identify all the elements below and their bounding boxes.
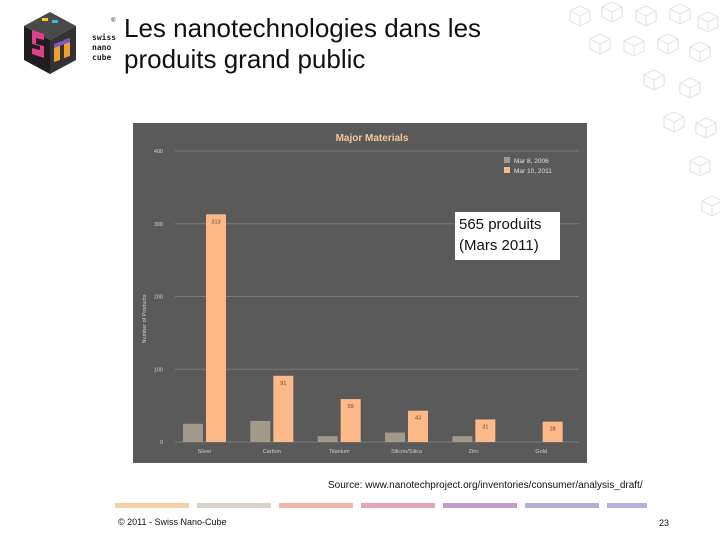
swiss-nano-cube-logo: swiss nano cube ® — [24, 12, 116, 74]
chart-annotation: 565 produits (Mars 2011) — [455, 212, 560, 260]
legend-swatch-2011 — [504, 167, 510, 173]
cube-icon — [24, 12, 76, 74]
deco-cube-icon — [669, 3, 691, 25]
source-citation: Source: www.nanotechproject.org/inventor… — [328, 480, 643, 491]
deco-cube-icon — [657, 33, 679, 55]
footer-color-segment — [279, 503, 353, 508]
x-tick-label: Carbon — [263, 449, 281, 455]
y-tick-label: 300 — [154, 222, 163, 228]
y-tick-label: 200 — [154, 295, 163, 301]
legend-swatch-2006 — [504, 157, 510, 163]
deco-cube-icon — [643, 69, 665, 91]
major-materials-bar-chart: Major Materials Number of Products 0 100 2… — [133, 123, 587, 463]
legend-label-2011: Mar 10, 2011 — [514, 168, 552, 175]
bar-value-label: 31 — [482, 424, 488, 430]
annotation-total-products: 565 produits — [459, 216, 542, 233]
x-tick-label: Titanium — [329, 449, 350, 455]
bar-2006-zinc — [452, 436, 473, 442]
title-line-1: Les nanotechnologies dans les — [124, 13, 482, 43]
y-tick-label: 0 — [160, 440, 163, 446]
bar-2011-gold — [542, 421, 563, 442]
bar-2006-titanium — [317, 436, 338, 442]
footer-color-segment — [607, 503, 647, 508]
bar-value-label: 59 — [348, 404, 354, 410]
logo-wordmark: swiss nano cube — [92, 32, 116, 62]
x-tick-label: Silicon/Silica — [391, 449, 423, 455]
bar-2011-silicon-silica — [408, 410, 428, 442]
logo-word-cube: cube — [92, 53, 111, 62]
bar-2006-silicon-silica — [385, 432, 405, 442]
logo-word-nano: nano — [92, 43, 111, 52]
y-tick-label: 100 — [154, 367, 163, 373]
deco-cube-icon — [589, 33, 611, 55]
annotation-background — [455, 212, 560, 260]
y-axis-label: Number of Products — [142, 294, 148, 343]
deco-cube-icon — [695, 117, 717, 139]
footer-color-segment — [443, 503, 517, 508]
logo-registered-mark: ® — [111, 17, 116, 24]
deco-cube-icon — [569, 5, 591, 27]
bar-2006-carbon — [250, 420, 271, 442]
title-line-2: produits grand public — [124, 44, 366, 74]
page-number: 23 — [659, 518, 670, 528]
y-tick-label: 400 — [154, 149, 163, 155]
chart-legend: Mar 8, 2006 Mar 10, 2011 — [504, 157, 552, 175]
logo-word-swiss: swiss — [92, 32, 116, 42]
deco-cube-icon — [663, 111, 685, 133]
legend-label-2006: Mar 8, 2006 — [514, 158, 549, 165]
footer-color-segment — [115, 503, 189, 508]
deco-cube-icon — [697, 11, 719, 33]
chart-title: Major Materials — [336, 133, 409, 144]
bar-value-label: 43 — [415, 416, 421, 422]
deco-cube-icon — [689, 155, 711, 177]
annotation-date: (Mars 2011) — [459, 237, 539, 254]
x-tick-label: Silver — [198, 449, 212, 455]
deco-cube-icon — [623, 35, 645, 57]
footer-copyright: © 2011 - Swiss Nano-Cube — [118, 517, 227, 527]
deco-cube-icon — [601, 1, 623, 23]
x-tick-label: Gold — [535, 449, 547, 455]
footer-color-segment — [525, 503, 599, 508]
bar-value-label: 28 — [550, 427, 556, 433]
bar-value-label: 91 — [280, 381, 286, 387]
deco-cube-icon — [701, 195, 720, 217]
bar-2011-zinc — [475, 419, 496, 442]
page-title: Les nanotechnologies dans les produits g… — [124, 13, 554, 75]
bar-2006-silver — [183, 423, 203, 442]
bar-2011-titanium — [340, 399, 361, 442]
bar-value-label: 313 — [211, 219, 220, 225]
decorative-cube-pattern — [569, 1, 720, 217]
footer-color-segment — [361, 503, 435, 508]
deco-cube-icon — [635, 5, 657, 27]
x-tick-label: Zinc — [469, 449, 480, 455]
deco-cube-icon — [689, 41, 711, 63]
deco-cube-icon — [679, 77, 701, 99]
bar-2011-carbon — [273, 375, 294, 442]
footer-color-segment — [197, 503, 271, 508]
bar-2011-silver — [206, 214, 226, 442]
